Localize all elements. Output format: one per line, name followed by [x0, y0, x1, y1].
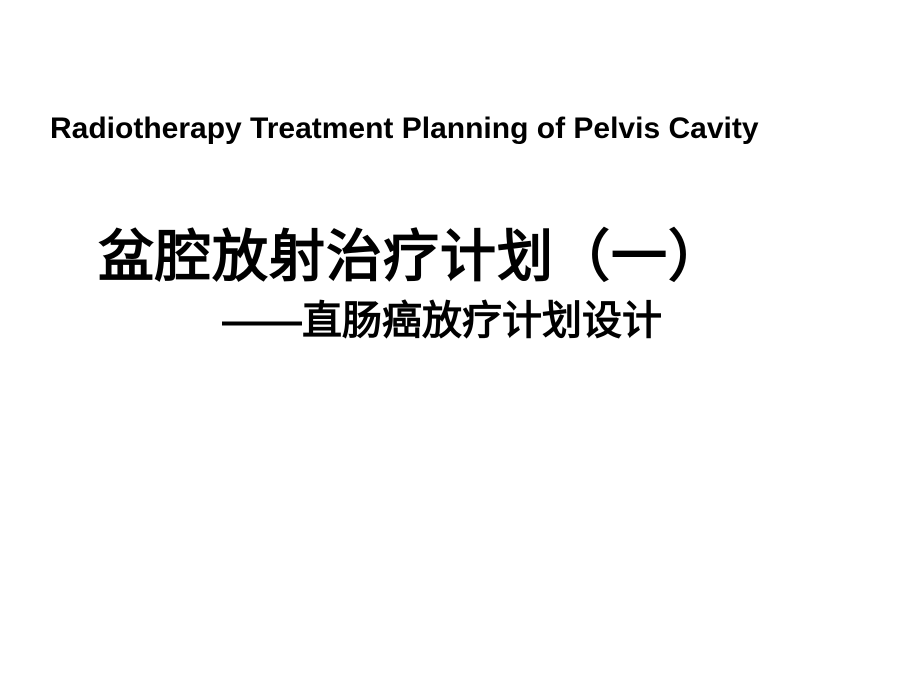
chinese-main-title: 盆腔放射治疗计划（一）: [98, 212, 725, 293]
chinese-subtitle: ——直肠癌放疗计划设计: [222, 288, 662, 346]
english-title: Radiotherapy Treatment Planning of Pelvi…: [50, 112, 759, 146]
slide-container: Radiotherapy Treatment Planning of Pelvi…: [0, 0, 920, 690]
